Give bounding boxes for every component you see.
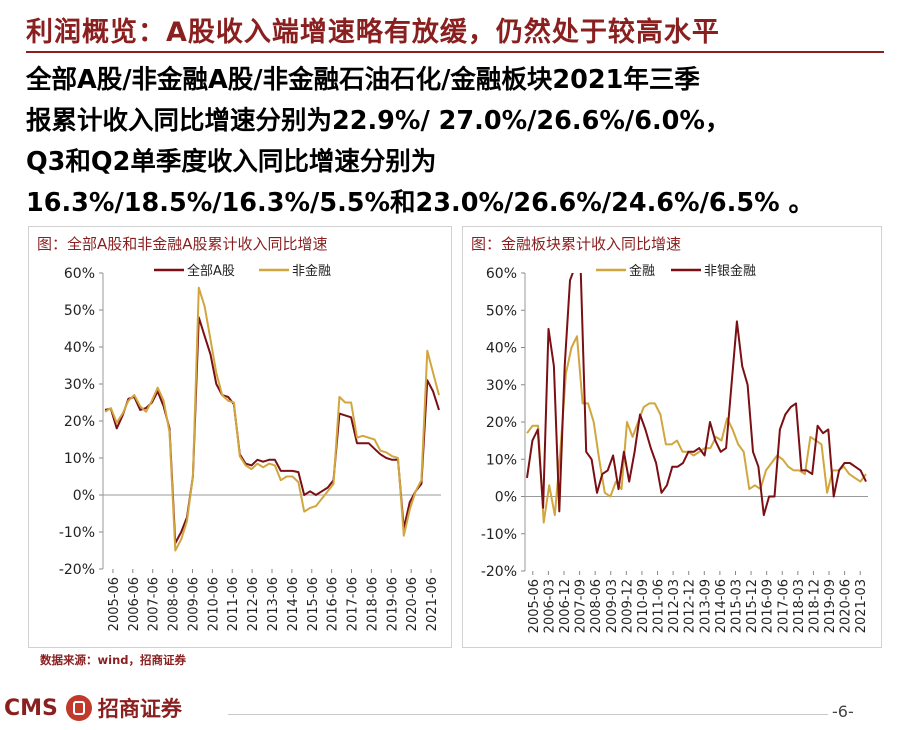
chart-all-a-shares: 60% 50% 40% 30% 20% 10% 0% -10% -20% 2005-06 2006-… [59,263,441,631]
y-tick-label: 30% [486,378,517,394]
chart-title: 图：全部A股和非金融A股累计收入同比增速 [37,235,328,253]
x-tick-label: 2017-06 [776,579,791,633]
logo-mark-icon [65,695,92,721]
x-tick-label: 2018-03 [792,579,807,633]
y-tick-label: 60% [64,266,95,282]
y-tick-label: 0% [73,488,95,504]
y-tick-label: 0% [495,490,517,506]
x-tick-label: 2009-06 [186,577,201,631]
x-tick-label: 2006-12 [558,579,573,633]
data-source: 数据来源：wind，招商证券 [40,653,186,667]
x-tick-label: 2010-09 [636,579,651,633]
slide-title: 利润概览：A股收入端增速略有放缓，仍然处于较高水平 [26,17,720,48]
chart-title: 图：金融板块累计收入同比增速 [471,235,682,253]
x-tick-label: 2011-06 [652,579,667,633]
x-tick-label: 2021-03 [854,579,869,633]
footer-divider [228,714,828,715]
x-tick-label: 2021-06 [425,577,440,631]
series-line [526,335,867,524]
x-tick-label: 2012-12 [683,579,698,633]
x-tick-label: 2016-09 [761,579,776,633]
x-tick-label: 2009-03 [605,579,620,633]
series-line [104,316,440,545]
x-tick-label: 2020-06 [405,577,420,631]
x-tick-label: 2016-06 [326,577,341,631]
logo-brand-name: 招商证券 [97,697,182,721]
x-tick-label: 2009-12 [620,579,635,633]
summary-line: Q3和Q2单季度收入同比增速分别为 [26,147,437,177]
legend-label: 全部A股 [187,263,235,279]
chart-financial: 60%50%40%30%20%10%0%-10%-20%2005-06 2006-… [481,263,869,633]
y-tick-label: 50% [64,303,95,319]
x-tick-label: 2006-06 [127,577,142,631]
summary-line: 全部A股/非金融A股/非金融石油石化/金融板块2021年三季 [26,65,700,95]
summary-line: 报累计收入同比增速分别为22.9%/ 27.0%/26.6%/6.0%， [26,106,731,136]
x-tick-label: 2006-03 [542,579,557,633]
y-tick-label: -10% [481,527,517,543]
x-tick-label: 2005-06 [527,579,542,633]
summary-text: 全部A股/非金融A股/非金融石油石化/金融板块2021年三季 报累计收入同比增速… [26,60,896,224]
legend-label: 金融 [629,263,655,279]
x-tick-label: 2015-03 [729,579,744,633]
chart-panel-all-a-shares: 图：全部A股和非金融A股累计收入同比增速 60% 50% 40% 30% 20% 10% 0… [28,226,452,648]
brand-logo: CMS 招商证券 [4,693,182,723]
x-tick-label: 2012-03 [667,579,682,633]
y-tick-label: 30% [64,377,95,393]
logo-cms-text: CMS [4,695,58,721]
x-tick-label: 2019-09 [823,579,838,633]
x-tick-label: 2008-06 [167,577,182,631]
page-number: -6- [832,702,854,721]
legend-label: 非银金融 [704,263,756,279]
x-tick-label: 2007-06 [147,577,162,631]
y-tick-label: -20% [59,562,95,578]
x-tick-label: 2013-06 [266,577,281,631]
y-tick-label: -10% [59,525,95,541]
title-divider [26,51,884,53]
x-tick-label: 2017-06 [346,577,361,631]
x-tick-label: 2012-06 [246,577,261,631]
x-tick-label: 2014-06 [714,579,729,633]
y-tick-label: 20% [486,415,517,431]
series-line [526,273,867,517]
x-tick-label: 2013-09 [698,579,713,633]
chart-panel-financial: 图：金融板块累计收入同比增速 60% 50% 40% 30% 20% 10% 0% -10% -… [462,226,882,648]
x-tick-label: 2014-06 [286,577,301,631]
x-tick-label: 2010-06 [206,577,221,631]
y-tick-label: -20% [481,564,517,580]
y-tick-label: 40% [486,341,517,357]
summary-line: 16.3%/18.5%/16.3%/5.5%和23.0%/26.6%/24.6%… [26,188,814,218]
y-tick-label: 40% [64,340,95,356]
x-tick-label: 2018-06 [365,577,380,631]
y-tick-label: 10% [64,451,95,467]
x-tick-label: 2018-12 [807,579,822,633]
y-tick-label: 20% [64,414,95,430]
series-line [104,286,440,552]
y-tick-label: 50% [486,303,517,319]
x-tick-label: 2019-06 [385,577,400,631]
y-tick-label: 10% [486,452,517,468]
x-tick-label: 2020-06 [839,579,854,633]
x-tick-label: 2007-09 [574,579,589,633]
legend-label: 非金融 [292,263,331,279]
x-tick-label: 2005-06 [107,577,122,631]
y-tick-label: 60% [486,266,517,282]
x-tick-label: 2015-06 [306,577,321,631]
x-tick-label: 2008-06 [589,579,604,633]
x-tick-label: 2011-06 [226,577,241,631]
x-tick-label: 2015-12 [745,579,760,633]
